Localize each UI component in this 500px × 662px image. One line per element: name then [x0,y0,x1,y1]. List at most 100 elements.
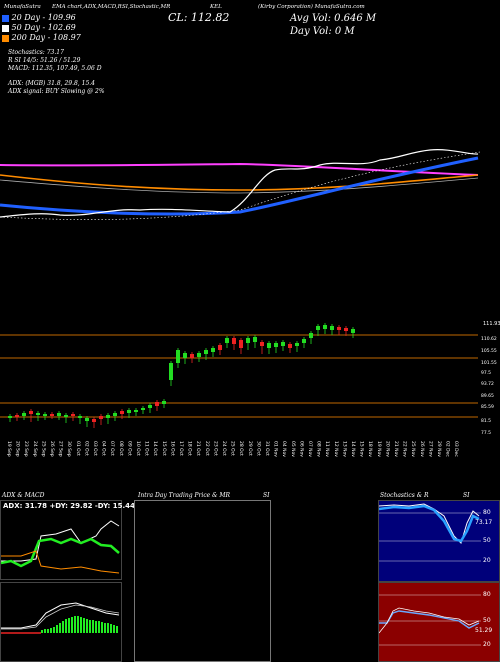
candle [260,340,264,354]
stoch-readout: Stochastics: 73.17 [8,49,64,56]
macd-bar [113,625,115,633]
macd-bar [107,623,109,633]
candle [85,416,89,427]
ema200-shadow-line [0,177,479,194]
candle [225,336,229,348]
price-axis-label: 110.62 [481,336,497,342]
header-tab-munafa: MunafaSutra [4,4,41,10]
date-label: 22 Oct [204,441,210,456]
macd-bar [89,620,91,633]
candle [330,324,334,335]
date-label: 03 Dec [453,441,459,457]
date-label: 17 Oct [178,441,184,456]
date-label: 24 Sep [32,441,38,457]
adx-values: ADX: 31.78 +DY: 29.82 -DY: 15.44 [3,502,135,510]
candle [351,327,355,338]
date-label: 07 Oct [109,441,115,456]
macd-bar [83,618,85,633]
rsi-line [379,610,480,629]
adx-signal: ADX signal: BUY Slowing @ 2% [8,88,105,95]
date-label: 19 Sep [6,441,12,457]
candle [134,408,138,416]
magenta-line [0,162,479,176]
candle [8,414,12,422]
candle [309,331,313,344]
candle [43,412,47,420]
ema50-label: 50 Day - 102.69 [11,23,76,32]
candle [29,409,33,422]
date-label: 18 Oct [187,441,193,456]
macd-bar [95,621,97,633]
macd-bar [116,626,118,633]
date-label: 25 Sep [40,441,46,457]
dotted-line [0,151,481,220]
candle [92,417,96,428]
candle [169,361,173,386]
date-label: 27 Sep [58,441,64,457]
date-axis: 19 Sep 20 Sep 23 Sep 24 Sep 25 Sep 26 Sep 27 S… [6,441,459,457]
candle [323,323,327,334]
ema20-label: 20 Day - 109.96 [11,13,76,22]
intraday-panel-title: Intra Day Trading Price & MR [138,492,231,499]
candle [239,338,243,354]
macd-bar [71,617,73,633]
macd-bar [59,623,61,633]
intraday-panel [134,500,271,662]
candle [176,348,180,368]
header-tab-ema: EMA chart,ADX,MACD,R [52,4,122,10]
candle [281,340,285,351]
macd-readout: MACD: 112.35, 107.49, 5.06 D [8,65,102,72]
candle [155,400,159,411]
date-label: 20 Nov [384,441,390,457]
stoch-d-line [379,504,480,543]
candle [50,412,54,419]
date-label: 15 Oct [161,441,167,456]
macd-bar [110,624,112,633]
ema200-label: 200 Day - 108.97 [11,33,81,42]
adx-panel-title: ADX & MACD [2,492,45,499]
macd-bar [47,629,49,633]
candles [8,323,355,428]
macd-bar [74,616,76,633]
candle [288,342,292,353]
candle [64,413,68,423]
date-label: 28 Oct [238,441,244,456]
date-label: 07 Nov [307,441,313,457]
price-axis-label: 81.5 [481,418,491,424]
rsi-axis-50: 50 [483,617,491,624]
macd-line [1,602,120,629]
date-label: 19 Nov [376,441,382,457]
ema-legend: 20 Day - 109.96 50 Day - 102.69 200 Day … [2,13,81,42]
price-axis-label: 101.55 [481,360,497,366]
date-label: 04 Nov [281,441,287,457]
candle [295,341,299,352]
candle [190,352,194,363]
header-tab-stoch: SI,Stochastic,MR [122,4,171,10]
intraday-panel-si: SI [263,492,270,499]
candle [204,348,208,360]
ema-legend-20: 20 Day - 109.96 [2,13,81,22]
stoch-axis-50: 50 [483,537,491,544]
price-axis-label: 77.5 [481,430,491,436]
adx-readout: ADX: (MGB) 31.8, 29.8, 15.4 [8,80,95,87]
macd-bar [41,630,43,633]
avg-volume: Avg Vol: 0.646 M [290,13,377,24]
candle [36,411,40,421]
candle [71,412,75,421]
candle [211,346,215,357]
macd-bar [56,625,58,633]
macd-bar [50,628,52,633]
macd-bar [68,618,70,633]
stoch-value: 73.17 [475,519,493,526]
price-axis-label: 89.65 [481,393,494,399]
macd-bar [65,619,67,633]
candle [274,341,278,353]
rsi-readout: R SI 14/5: 51.26 / 51.29 [8,57,81,64]
date-label: 26 Nov [419,441,425,457]
stoch-axis-80: 80 [483,509,491,516]
candle [78,414,82,424]
ema-legend-50: 50 Day - 102.69 [2,23,81,32]
price-axis-label: 105.55 [481,348,497,354]
date-label: 29 Nov [436,441,442,457]
candle [57,411,61,420]
